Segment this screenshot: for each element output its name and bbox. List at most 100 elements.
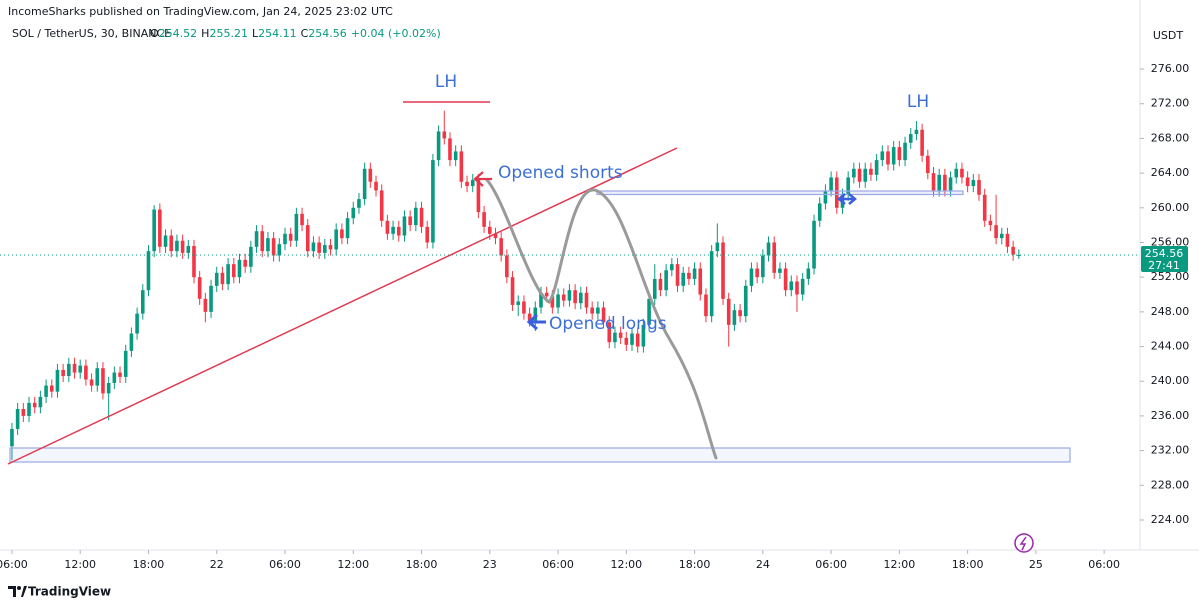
candle-body [607,322,612,343]
candle-body [232,264,236,278]
annotation: Opened longs [549,314,667,334]
ohlc-value: 254.11 [258,27,297,40]
resistance-zone [596,190,964,196]
candle-body [743,285,748,317]
logo-mark [21,586,27,597]
candle-body [419,207,424,227]
candle-body [778,268,782,273]
candle-body [237,259,242,278]
candle-body [698,268,703,295]
candle-body [823,190,828,204]
x-tick-label: 18:00 [679,558,711,571]
candle-body [186,245,191,253]
ohlc-key: C [301,27,309,40]
candle-body [135,313,139,334]
candle-body [812,220,816,269]
candle-body [243,259,247,267]
logo-mark [17,586,21,590]
candle-body [385,220,390,234]
published-line: IncomeSharks published on TradingView.co… [8,5,393,18]
candle-body [453,151,458,161]
ohlc-value: 254.56 [308,27,347,40]
x-tick-label: 18:00 [133,558,165,571]
candle-body [903,142,907,161]
candle-body [288,233,293,241]
candle-body [715,242,720,252]
candle-body [709,251,714,317]
annotation: LH [435,72,457,92]
candle-body [351,207,356,219]
candle-body [539,292,543,308]
candle-body [635,333,640,347]
y-tick-label: 224.00 [1151,513,1190,526]
x-tick-label: 06:00 [542,558,574,571]
candle-body [869,168,873,175]
candle-body [817,203,822,221]
y-tick-label: 240.00 [1151,374,1190,387]
candle-body [846,177,850,195]
countdown-label: 27:41 [1148,259,1180,272]
candle-body [943,174,947,191]
candle-body [106,382,111,394]
candle-body [362,168,367,200]
candle-body [806,268,811,279]
candle-body [84,365,88,380]
candle-body [886,151,890,165]
candle-body [516,301,521,305]
candle-body [277,244,282,256]
candle-body [829,177,833,191]
candle-body [926,155,930,174]
candle-body [340,229,344,239]
y-tick-label: 268.00 [1151,131,1190,144]
candle-body [226,264,230,285]
candle-body [937,174,941,191]
candle-body [72,363,77,373]
candle-body [15,408,20,429]
y-tick-label: 252.00 [1151,270,1190,283]
y-tick-label: 236.00 [1151,409,1190,422]
candle-body [596,307,600,314]
candle-body [89,379,94,386]
candle-body [647,298,651,325]
y-tick-label: 228.00 [1151,478,1190,491]
candle-body [197,277,202,299]
x-tick-label: 06:00 [815,558,847,571]
candle-body [152,209,156,252]
y-tick-label: 248.00 [1151,305,1190,318]
x-tick-label: 12:00 [884,558,916,571]
last-price-tag [1141,245,1188,272]
alert-icon[interactable] [1014,533,1034,553]
candle-body [67,363,71,377]
candle-body [27,402,31,416]
candle-body [960,168,964,178]
candle-body [755,268,759,278]
candle-body [982,194,987,221]
y-tick-label: 272.00 [1151,97,1190,110]
annotation: Opened shorts [498,163,623,183]
y-tick-label: 264.00 [1151,166,1190,179]
ohlc-legend: O254.52 H255.21 L254.11 C254.56 +0.04 (+0.02… [150,27,441,40]
candle-body [214,272,219,286]
candle-body [783,268,788,291]
ohlc-value: 254.52 [159,27,198,40]
candle-body [169,235,174,252]
candle-body [641,324,646,347]
candle-body [834,177,839,208]
ohlc-key: L [252,27,259,40]
long-arrow [526,313,546,331]
candle-body [675,264,680,286]
candle-body [470,180,475,187]
candle-body [402,216,407,236]
y-tick-label: 256.00 [1151,235,1190,248]
candle-body [1011,246,1015,255]
candle-body [920,129,924,156]
candle-body [357,199,361,208]
candle-body [140,290,145,314]
candle-body [209,285,213,312]
symbol: SOL / TetherUS, 30, BINANCE [12,27,171,40]
candle-body [425,226,430,243]
candle-body [999,233,1004,239]
projection-curve [485,178,718,460]
candle-body [431,160,435,243]
